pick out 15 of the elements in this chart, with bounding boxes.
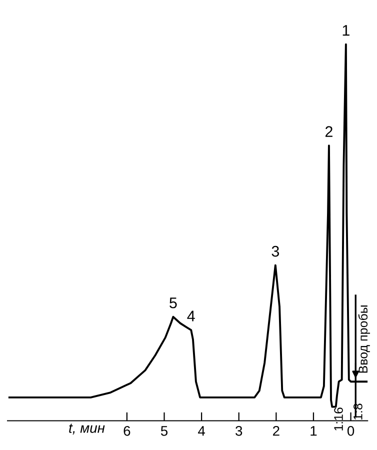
annotation: 3 <box>272 246 279 257</box>
annotation: 1 <box>342 25 350 36</box>
x-tick-label: 2 <box>273 426 280 436</box>
x-tick-label: 4 <box>198 426 206 436</box>
ref-line-label: Ввод пробы <box>358 305 370 373</box>
annotation: 2 <box>325 126 332 137</box>
x-tick-label: 6 <box>124 426 130 436</box>
x-axis-title: t, мин <box>69 424 105 435</box>
x-tick-label: 1 <box>310 426 317 436</box>
annotation: 1:16 <box>334 408 343 430</box>
x-tick-label: 0 <box>347 426 354 436</box>
x-tick-label: 3 <box>236 426 242 436</box>
annotation: 5 <box>170 298 177 308</box>
annotation: 4 <box>187 310 195 322</box>
x-tick-label: 5 <box>160 426 168 436</box>
